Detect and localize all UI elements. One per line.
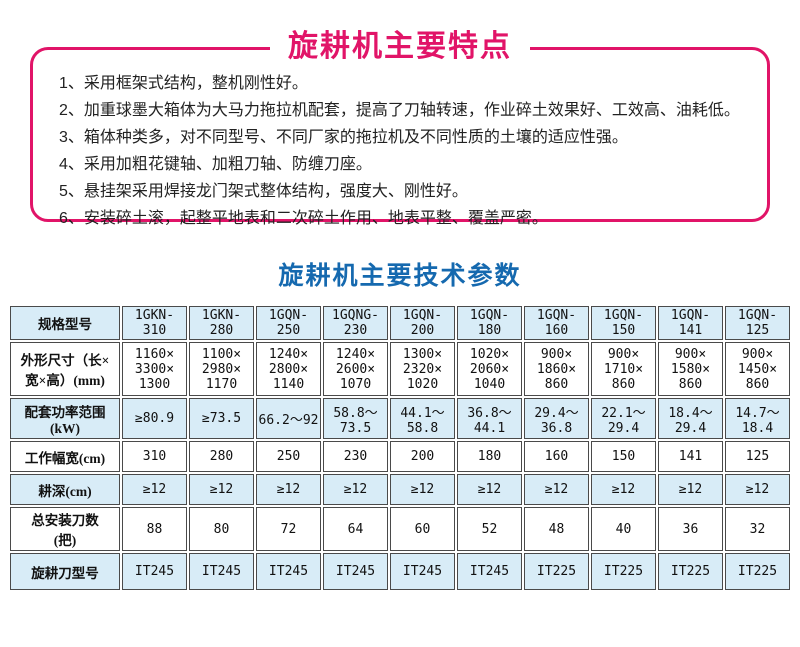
spec-value: 1100× 2980× 1170 bbox=[189, 342, 254, 396]
spec-value: ≥12 bbox=[591, 474, 656, 505]
spec-value: 36.8～ 44.1 bbox=[457, 398, 522, 439]
spec-value: 1020× 2060× 1040 bbox=[457, 342, 522, 396]
spec-value: 310 bbox=[122, 441, 187, 472]
spec-value: 72 bbox=[256, 507, 321, 551]
feature-item: 3、箱体种类多，对不同型号、不同厂家的拖拉机及不同性质的土壤的适应性强。 bbox=[59, 129, 628, 146]
spec-value: 64 bbox=[323, 507, 388, 551]
spec-value: ≥12 bbox=[390, 474, 455, 505]
spec-value: IT225 bbox=[658, 553, 723, 590]
spec-value: 32 bbox=[725, 507, 790, 551]
table-row: 耕深(cm) ≥12 ≥12 ≥12 ≥12 ≥12 ≥12 ≥12 ≥12 ≥12 ≥12 bbox=[10, 474, 790, 505]
spec-value: 1160× 3300× 1300 bbox=[122, 342, 187, 396]
spec-value: 900× 1450× 860 bbox=[725, 342, 790, 396]
spec-value: 58.8～ 73.5 bbox=[323, 398, 388, 439]
spec-value: IT225 bbox=[524, 553, 589, 590]
spec-value: IT245 bbox=[323, 553, 388, 590]
spec-value: IT225 bbox=[591, 553, 656, 590]
feature-item: 5、悬挂架采用焊接龙门架式整体结构，强度大、刚性好。 bbox=[59, 183, 468, 200]
spec-value: ≥12 bbox=[658, 474, 723, 505]
spec-value: 1240× 2600× 1070 bbox=[323, 342, 388, 396]
row-label: 耕深(cm) bbox=[10, 474, 120, 505]
params-table: 规格型号 1GKN-310 1GKN-280 1GQN-250 1GQNG-230 1GQ… bbox=[8, 304, 792, 592]
spec-value: ≥12 bbox=[256, 474, 321, 505]
model-column-header: 1GQN-160 bbox=[524, 306, 589, 340]
row-label: 总安装刀数 (把) bbox=[10, 507, 120, 551]
spec-value: ≥12 bbox=[725, 474, 790, 505]
model-column-header: 1GKN-310 bbox=[122, 306, 187, 340]
spec-value: ≥80.9 bbox=[122, 398, 187, 439]
spec-value: 48 bbox=[524, 507, 589, 551]
row-label: 配套功率范围 (kW) bbox=[10, 398, 120, 439]
spec-value: 200 bbox=[390, 441, 455, 472]
table-row: 工作幅宽(cm) 310 280 250 230 200 180 160 150 141 125 bbox=[10, 441, 790, 472]
spec-value: 44.1～ 58.8 bbox=[390, 398, 455, 439]
table-header-row: 规格型号 1GKN-310 1GKN-280 1GQN-250 1GQNG-230 1GQ… bbox=[10, 306, 790, 340]
spec-value: ≥12 bbox=[457, 474, 522, 505]
model-column-header: 1GKN-280 bbox=[189, 306, 254, 340]
spec-value: 280 bbox=[189, 441, 254, 472]
spec-value: 180 bbox=[457, 441, 522, 472]
spec-value: IT245 bbox=[122, 553, 187, 590]
spec-value: ≥12 bbox=[323, 474, 388, 505]
params-table-head: 规格型号 1GKN-310 1GKN-280 1GQN-250 1GQNG-230 1GQ… bbox=[10, 306, 790, 340]
spec-value: 250 bbox=[256, 441, 321, 472]
table-row: 外形尺寸（长× 宽×高）(mm) 1160× 3300× 1300 1100× 29… bbox=[10, 342, 790, 396]
feature-item: 6、安装碎土滚，起整平地表和二次碎土作用、地表平整、覆盖严密。 bbox=[59, 210, 548, 227]
spec-value: 230 bbox=[323, 441, 388, 472]
spec-value: 80 bbox=[189, 507, 254, 551]
spec-value: 88 bbox=[122, 507, 187, 551]
features-list: 1、采用框架式结构，整机刚性好。 2、加重球墨大箱体为大马力拖拉机配套，提高了刀轴… bbox=[59, 70, 749, 232]
spec-value: 40 bbox=[591, 507, 656, 551]
spec-value: 150 bbox=[591, 441, 656, 472]
spec-value: IT225 bbox=[725, 553, 790, 590]
spec-value: IT245 bbox=[256, 553, 321, 590]
spec-value: ≥12 bbox=[122, 474, 187, 505]
spec-value: ≥73.5 bbox=[189, 398, 254, 439]
table-row: 总安装刀数 (把) 88 80 72 64 60 52 48 40 36 32 bbox=[10, 507, 790, 551]
spec-value: 125 bbox=[725, 441, 790, 472]
spec-value: 160 bbox=[524, 441, 589, 472]
model-column-header: 1GQN-125 bbox=[725, 306, 790, 340]
spec-value: 141 bbox=[658, 441, 723, 472]
params-table-body: 外形尺寸（长× 宽×高）(mm) 1160× 3300× 1300 1100× 29… bbox=[10, 342, 790, 590]
spec-value: 36 bbox=[658, 507, 723, 551]
row-label: 旋耕刀型号 bbox=[10, 553, 120, 590]
model-column-header: 1GQNG-230 bbox=[323, 306, 388, 340]
spec-sheet-page: 旋耕机主要特点 1、采用框架式结构，整机刚性好。 2、加重球墨大箱体为大马力拖拉机… bbox=[0, 27, 800, 592]
features-title: 旋耕机主要特点 bbox=[270, 27, 530, 67]
spec-value: IT245 bbox=[457, 553, 522, 590]
model-column-header: 1GQN-180 bbox=[457, 306, 522, 340]
spec-value: 1300× 2320× 1020 bbox=[390, 342, 455, 396]
table-row: 配套功率范围 (kW) ≥80.9 ≥73.5 66.2～92 58.8～ 73.5 44… bbox=[10, 398, 790, 439]
spec-value: IT245 bbox=[390, 553, 455, 590]
row-label: 工作幅宽(cm) bbox=[10, 441, 120, 472]
spec-value: 22.1～ 29.4 bbox=[591, 398, 656, 439]
spec-value: IT245 bbox=[189, 553, 254, 590]
feature-item: 1、采用框架式结构，整机刚性好。 bbox=[59, 75, 308, 92]
spec-value: 900× 1710× 860 bbox=[591, 342, 656, 396]
spec-value: 52 bbox=[457, 507, 522, 551]
spec-value: ≥12 bbox=[524, 474, 589, 505]
model-column-header: 1GQN-141 bbox=[658, 306, 723, 340]
feature-item: 2、加重球墨大箱体为大马力拖拉机配套，提高了刀轴转速，作业碎土效果好、工效高、油… bbox=[59, 102, 740, 119]
spec-value: 900× 1580× 860 bbox=[658, 342, 723, 396]
spec-value: ≥12 bbox=[189, 474, 254, 505]
spec-value: 29.4～ 36.8 bbox=[524, 398, 589, 439]
model-column-header: 1GQN-250 bbox=[256, 306, 321, 340]
spec-value: 66.2～92 bbox=[256, 398, 321, 439]
features-box: 旋耕机主要特点 1、采用框架式结构，整机刚性好。 2、加重球墨大箱体为大马力拖拉机… bbox=[30, 27, 770, 227]
model-column-header: 1GQN-200 bbox=[390, 306, 455, 340]
table-corner-label: 规格型号 bbox=[10, 306, 120, 340]
spec-value: 14.7～ 18.4 bbox=[725, 398, 790, 439]
spec-value: 1240× 2800× 1140 bbox=[256, 342, 321, 396]
params-title: 旋耕机主要技术参数 bbox=[278, 263, 522, 290]
spec-value: 60 bbox=[390, 507, 455, 551]
spec-value: 18.4～ 29.4 bbox=[658, 398, 723, 439]
spec-value: 900× 1860× 860 bbox=[524, 342, 589, 396]
feature-item: 4、采用加粗花键轴、加粗刀轴、防缠刀座。 bbox=[59, 156, 372, 173]
model-column-header: 1GQN-150 bbox=[591, 306, 656, 340]
table-row: 旋耕刀型号 IT245 IT245 IT245 IT245 IT245 IT245 IT225… bbox=[10, 553, 790, 590]
row-label: 外形尺寸（长× 宽×高）(mm) bbox=[10, 342, 120, 396]
